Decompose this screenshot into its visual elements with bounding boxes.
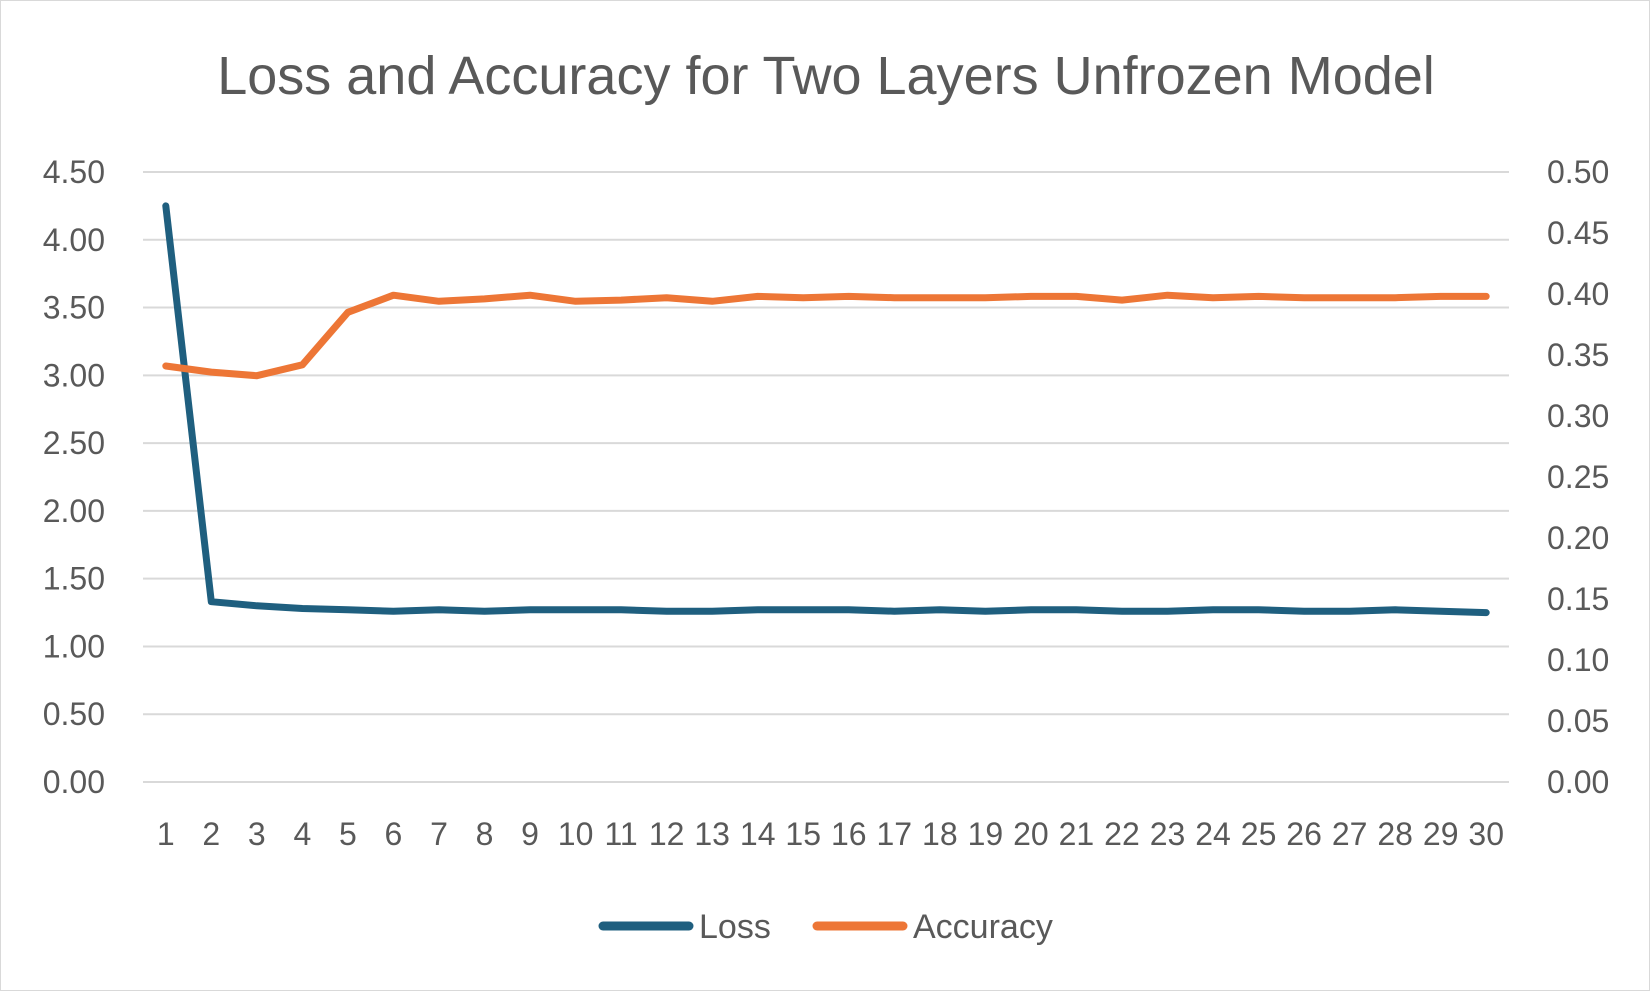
right-tick-label: 0.45 xyxy=(1547,215,1609,251)
x-tick-label: 7 xyxy=(430,816,448,852)
right-axis-ticks: 0.00 0.05 0.10 0.15 0.20 0.25 0.30 0.35 0.40 0.45… xyxy=(1547,154,1609,800)
x-tick-label: 11 xyxy=(604,816,637,852)
x-tick-label: 30 xyxy=(1468,816,1504,852)
left-tick-label: 1.50 xyxy=(43,561,105,597)
x-tick-label: 19 xyxy=(968,816,1004,852)
chart-title: Loss and Accuracy for Two Layers Unfroze… xyxy=(217,46,1435,106)
right-tick-label: 0.50 xyxy=(1547,154,1609,190)
series-lines xyxy=(162,202,1490,617)
x-tick-label: 23 xyxy=(1150,816,1186,852)
x-tick-label: 4 xyxy=(293,816,311,852)
left-tick-label: 3.00 xyxy=(43,357,105,393)
series-line-loss xyxy=(162,202,1490,617)
x-tick-label: 24 xyxy=(1195,816,1231,852)
gridlines xyxy=(143,171,1509,783)
x-tick-label: 13 xyxy=(694,816,730,852)
x-tick-label: 25 xyxy=(1241,816,1277,852)
right-tick-label: 0.05 xyxy=(1547,703,1609,739)
x-tick-label: 8 xyxy=(476,816,494,852)
legend-label-accuracy: Accuracy xyxy=(913,908,1053,946)
left-axis-ticks: 0.00 0.50 1.00 1.50 2.00 2.50 3.00 3.50 4.00 4.50 xyxy=(43,154,105,800)
x-tick-label: 15 xyxy=(785,816,821,852)
x-tick-label: 2 xyxy=(202,816,220,852)
left-tick-label: 4.50 xyxy=(43,154,105,190)
right-tick-label: 0.15 xyxy=(1547,581,1609,617)
left-tick-label: 2.00 xyxy=(43,493,105,529)
x-tick-label: 26 xyxy=(1286,816,1322,852)
right-tick-label: 0.35 xyxy=(1547,337,1609,373)
left-tick-label: 3.50 xyxy=(43,290,105,326)
x-tick-label: 28 xyxy=(1377,816,1413,852)
left-tick-label: 4.00 xyxy=(43,222,105,258)
x-tick-label: 17 xyxy=(877,816,913,852)
x-tick-label: 5 xyxy=(339,816,357,852)
x-tick-label: 18 xyxy=(922,816,958,852)
x-tick-label: 9 xyxy=(521,816,539,852)
legend: Loss Accuracy xyxy=(598,908,1053,946)
right-tick-label: 0.40 xyxy=(1547,276,1609,312)
x-tick-label: 20 xyxy=(1013,816,1049,852)
left-tick-label: 2.50 xyxy=(43,425,105,461)
right-tick-label: 0.25 xyxy=(1547,459,1609,495)
left-tick-label: 0.00 xyxy=(43,764,105,800)
x-tick-label: 21 xyxy=(1059,816,1095,852)
right-tick-label: 0.10 xyxy=(1547,642,1609,678)
x-tick-label: 3 xyxy=(248,816,266,852)
x-tick-label: 16 xyxy=(831,816,867,852)
x-tick-label: 6 xyxy=(385,816,403,852)
left-tick-label: 1.00 xyxy=(43,628,105,664)
x-tick-label: 1 xyxy=(157,816,175,852)
x-tick-label: 10 xyxy=(558,816,594,852)
right-tick-label: 0.00 xyxy=(1547,764,1609,800)
x-tick-label: 27 xyxy=(1332,816,1368,852)
x-axis-ticks: 1 2 3 4 5 6 7 8 9 10 11 12 13 14 15 16 17 18 19 20 21 22 23 24 2… xyxy=(157,816,1504,852)
x-tick-label: 14 xyxy=(740,816,776,852)
x-tick-label: 29 xyxy=(1423,816,1459,852)
left-tick-label: 0.50 xyxy=(43,696,105,732)
x-tick-label: 22 xyxy=(1104,816,1140,852)
right-tick-label: 0.30 xyxy=(1547,398,1609,434)
legend-label-loss: Loss xyxy=(699,908,771,946)
series-line-accuracy xyxy=(162,291,1490,380)
right-tick-label: 0.20 xyxy=(1547,520,1609,556)
x-tick-label: 12 xyxy=(649,816,685,852)
